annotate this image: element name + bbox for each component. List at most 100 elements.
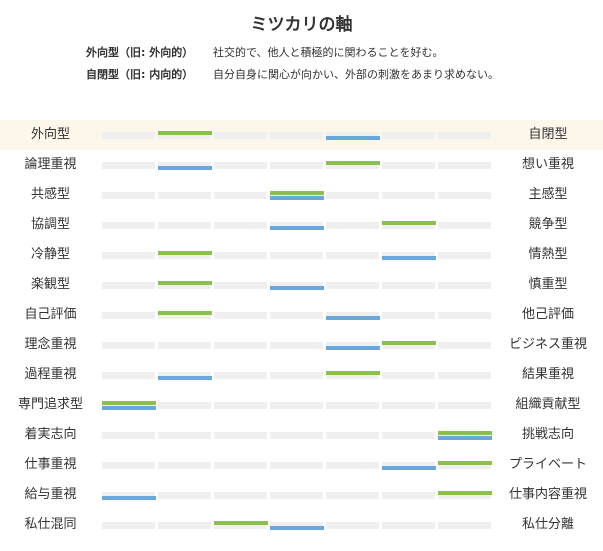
axis-right-label: 私仕分離	[521, 517, 574, 532]
axis-row: 私仕混同 私仕分離	[0, 510, 603, 540]
green-marker	[438, 431, 492, 435]
scale-segment	[438, 342, 491, 349]
scale-segment	[438, 162, 491, 169]
definition-desc: 自分自身に関心が向かい、外部の刺激をあまり求めない。	[213, 68, 499, 81]
scale-segment	[326, 282, 379, 289]
scale-segment	[102, 402, 155, 409]
scale-segment	[102, 372, 155, 379]
scale-segment	[382, 252, 435, 259]
axis-right-label: 競争型	[528, 217, 568, 232]
green-marker	[270, 191, 324, 195]
scale-segment	[102, 432, 155, 439]
axis-right-label: 自閉型	[528, 127, 568, 142]
definition-term: 外向型（旧: 外向的）	[86, 46, 194, 59]
green-marker	[326, 161, 380, 165]
green-marker	[382, 341, 436, 345]
scale-segment	[270, 252, 323, 259]
axis-right-label: 他己評価	[521, 307, 574, 322]
green-marker	[158, 131, 212, 135]
scale-segment	[326, 342, 379, 349]
scale-segment	[158, 492, 211, 499]
scale-segment	[438, 252, 491, 259]
scale-segment	[382, 192, 435, 199]
blue-marker	[102, 406, 156, 410]
scale-segment	[326, 192, 379, 199]
scale-segment	[158, 462, 211, 469]
axis-left-label: 共感型	[30, 187, 70, 202]
axis-right-label: 慎重型	[528, 277, 568, 292]
axis-scale	[102, 461, 492, 470]
scale-segment	[438, 372, 491, 379]
scale-segment	[158, 282, 211, 289]
axis-row: 着実志向 挑戦志向	[0, 420, 603, 450]
axis-row: 冷静型 情熱型	[0, 240, 603, 270]
axis-scale	[102, 521, 491, 530]
scale-segment	[158, 222, 211, 229]
scale-segment	[214, 132, 267, 139]
scale-segment	[158, 522, 211, 529]
axis-right-label: 組織貢献型	[515, 397, 581, 412]
axis-left-label: 論理重視	[24, 157, 77, 172]
green-marker	[438, 461, 492, 465]
green-marker	[102, 401, 156, 405]
scale-segment	[102, 282, 155, 289]
scale-segment	[214, 192, 267, 199]
blue-marker	[158, 166, 212, 170]
scale-segment	[326, 252, 379, 259]
scale-segment	[382, 372, 435, 379]
scale-segment	[214, 522, 267, 529]
blue-marker	[270, 226, 324, 230]
axis-right-label: 想い重視	[521, 157, 574, 172]
blue-marker	[326, 136, 380, 140]
scale-segment	[438, 402, 491, 409]
scale-segment	[158, 252, 211, 259]
axis-row: 論理重視 想い重視	[0, 150, 603, 180]
scale-segment	[382, 462, 435, 469]
scale-segment	[214, 282, 267, 289]
axis-left-label: 着実志向	[24, 427, 77, 442]
axis-left-label: 専門追求型	[17, 397, 83, 412]
scale-segment	[102, 132, 155, 139]
blue-marker	[326, 346, 380, 350]
axis-right-label: 仕事内容重視	[508, 487, 587, 502]
scale-segment	[214, 312, 267, 319]
scale-segment	[438, 312, 491, 319]
green-marker	[214, 521, 268, 525]
scale-segment	[102, 522, 155, 529]
scale-segment	[158, 312, 211, 319]
definition-desc: 社交的で、他人と積極的に関わることを好む。	[213, 46, 444, 59]
axis-row: 理念重視 ビジネス重視	[0, 330, 603, 360]
axis-scale	[102, 401, 491, 410]
scale-segment	[270, 342, 323, 349]
green-marker	[158, 251, 212, 255]
scale-segment	[158, 402, 211, 409]
scale-segment	[270, 192, 323, 199]
scale-segment	[438, 132, 491, 139]
scale-segment	[326, 432, 379, 439]
scale-segment	[326, 492, 379, 499]
axis-right-label: 主感型	[528, 187, 568, 202]
scale-segment	[382, 162, 435, 169]
scale-segment	[326, 312, 379, 319]
axis-scale	[102, 221, 491, 230]
scale-segment	[270, 312, 323, 319]
scale-segment	[382, 492, 435, 499]
definition-term: 自閉型（旧: 内向的）	[86, 68, 194, 81]
scale-segment	[214, 372, 267, 379]
axis-left-label: 自己評価	[24, 307, 77, 322]
green-marker	[326, 371, 380, 375]
scale-segment	[102, 462, 155, 469]
scale-segment	[326, 522, 379, 529]
scale-segment	[438, 222, 491, 229]
axis-right-label: 挑戦志向	[521, 427, 574, 442]
scale-segment	[270, 462, 323, 469]
scale-segment	[214, 462, 267, 469]
axis-left-label: 楽観型	[30, 277, 70, 292]
blue-marker	[438, 436, 492, 440]
scale-segment	[102, 252, 155, 259]
axis-left-label: 協調型	[30, 217, 70, 232]
axis-row: 過程重視 結果重視	[0, 360, 603, 390]
scale-segment	[158, 162, 211, 169]
scale-segment	[158, 192, 211, 199]
scale-segment	[214, 162, 267, 169]
